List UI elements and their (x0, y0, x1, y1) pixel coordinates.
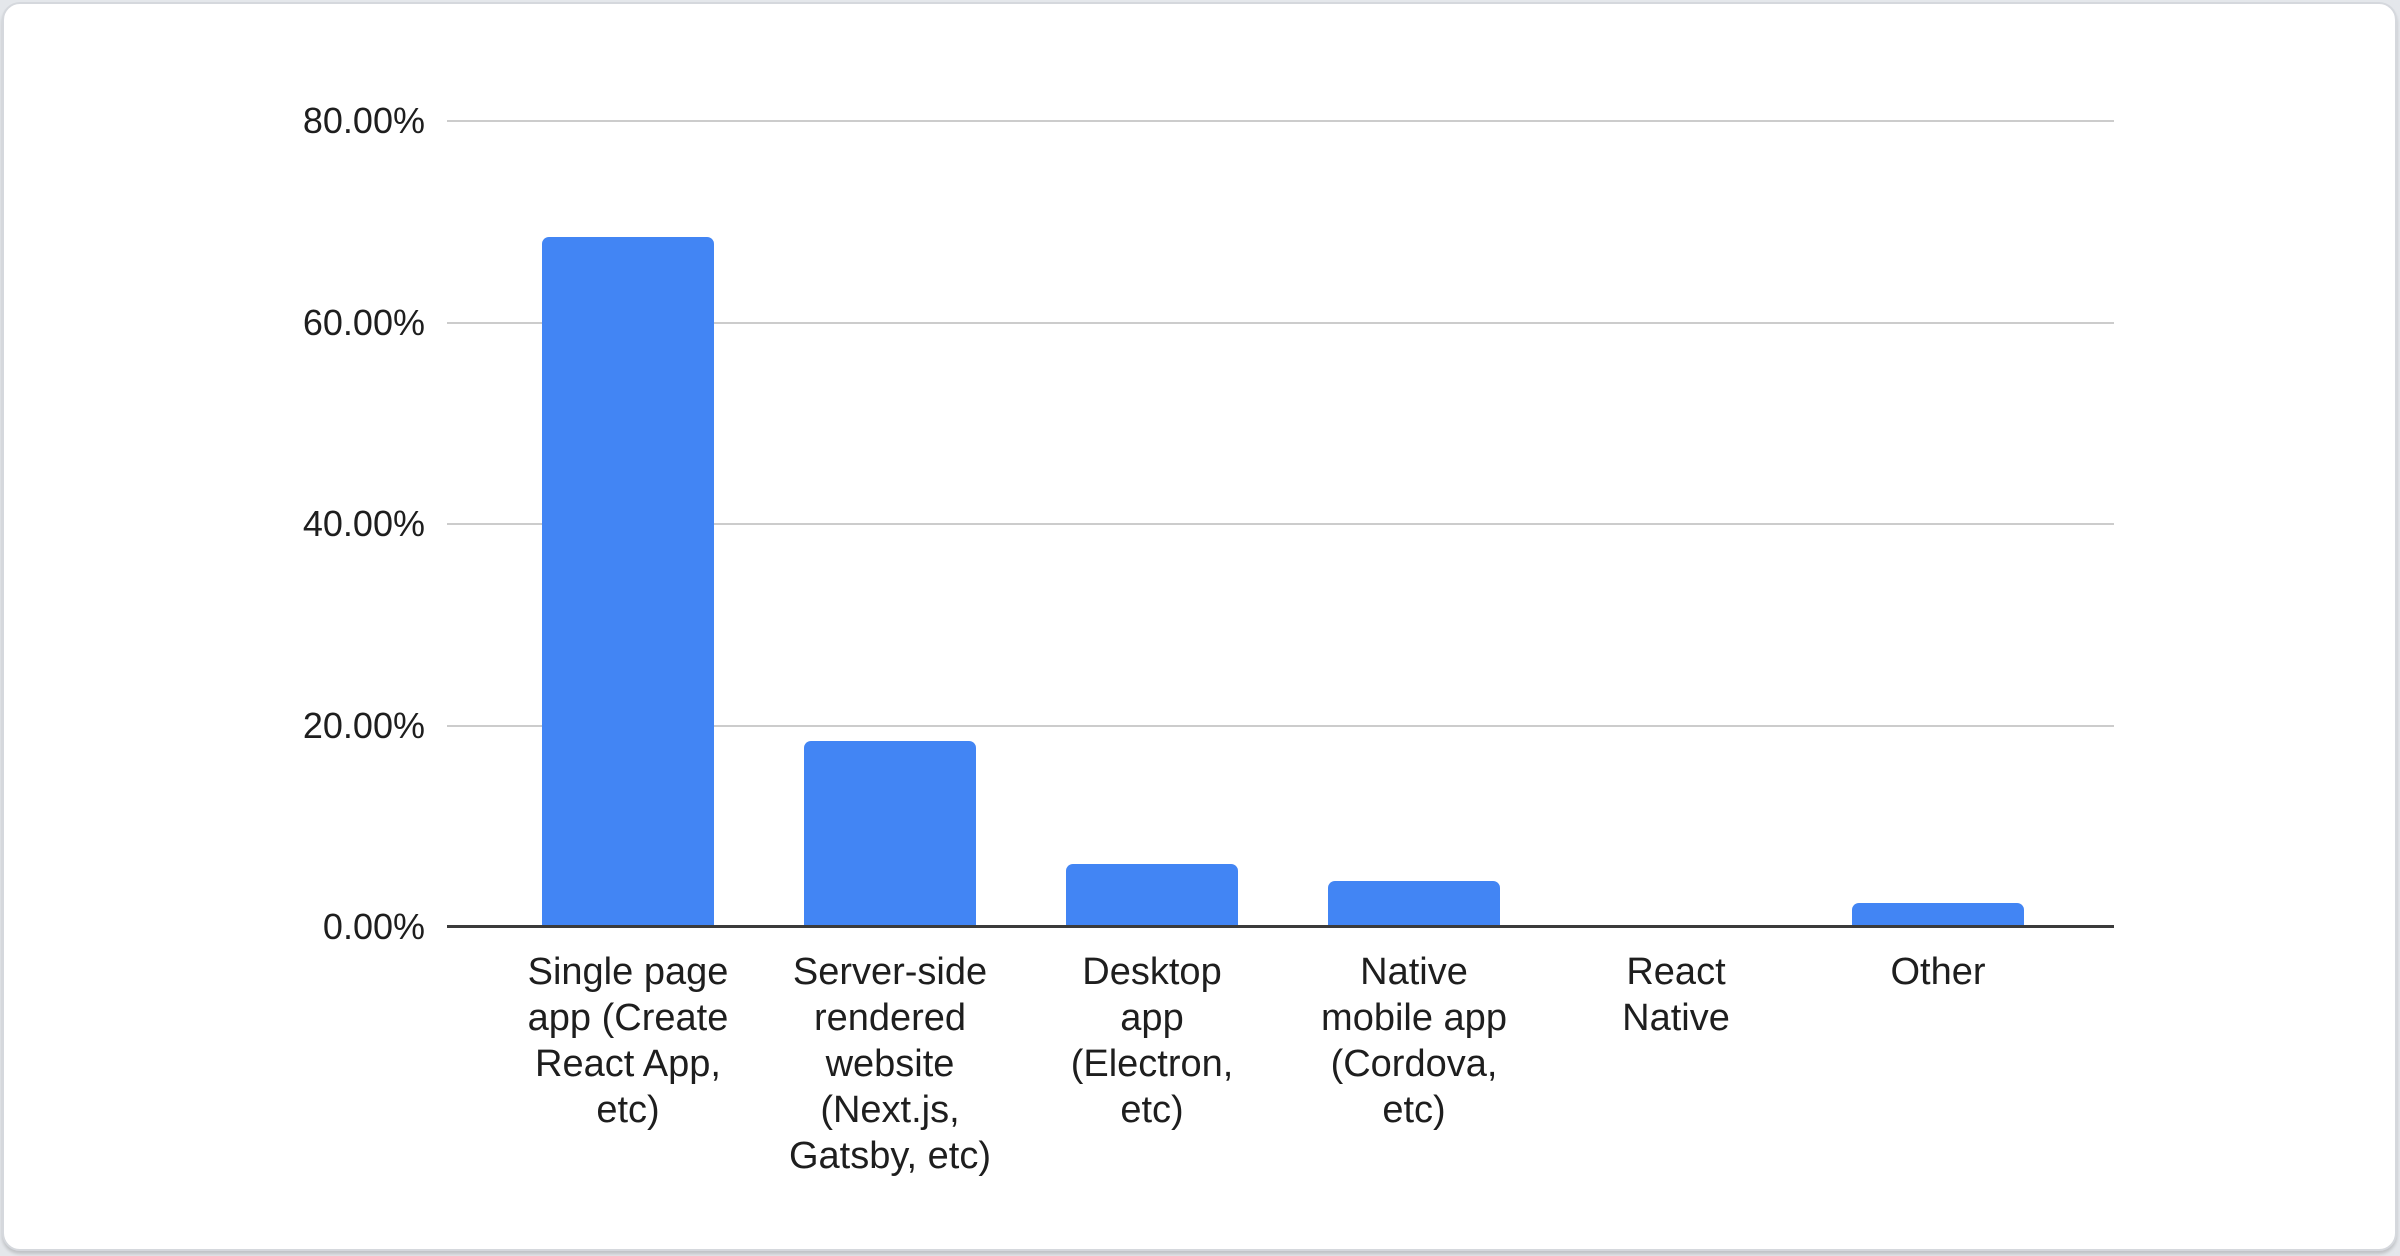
gridline-80pct (447, 120, 2114, 122)
bar-column (1545, 121, 1807, 927)
gridline-20pct (447, 725, 2114, 727)
plot-area (447, 120, 2114, 928)
y-tick-label: 20.00% (302, 705, 425, 746)
bar-1[interactable] (542, 236, 714, 927)
bar-2[interactable] (804, 740, 976, 927)
x-axis-labels: Single page app (Create React App, etc) S… (497, 949, 2069, 1179)
bar-4[interactable] (1328, 880, 1500, 927)
bar-column (759, 121, 1021, 927)
bar-column (1807, 121, 2069, 927)
x-axis-category-label: Server-side rendered website (Next.js, G… (788, 951, 992, 1177)
gridline-60pct (447, 322, 2114, 324)
y-tick-label: 60.00% (302, 302, 425, 343)
y-tick-label: 40.00% (302, 503, 425, 544)
y-tick-label: 0.00% (322, 906, 425, 947)
x-axis-category-label: Single page app (Create React App, etc) (527, 951, 729, 1131)
gridline-40pct (447, 523, 2114, 525)
x-axis-baseline (447, 925, 2114, 928)
x-axis-category-label: Native mobile app (Cordova, etc) (1321, 951, 1507, 1131)
bar-column (1021, 121, 1283, 927)
bar-6[interactable] (1852, 902, 2024, 927)
y-tick-label: 80.00% (302, 100, 425, 141)
x-axis-category-label: Other (1890, 951, 1986, 993)
bars-layer (497, 121, 2069, 927)
x-axis-category-label: Desktop app (Electron, etc) (1070, 951, 1234, 1131)
bar-column (497, 121, 759, 927)
bar-column (1283, 121, 1545, 927)
x-axis-category-label: React Native (1622, 951, 1730, 1039)
bar-3[interactable] (1066, 863, 1238, 927)
